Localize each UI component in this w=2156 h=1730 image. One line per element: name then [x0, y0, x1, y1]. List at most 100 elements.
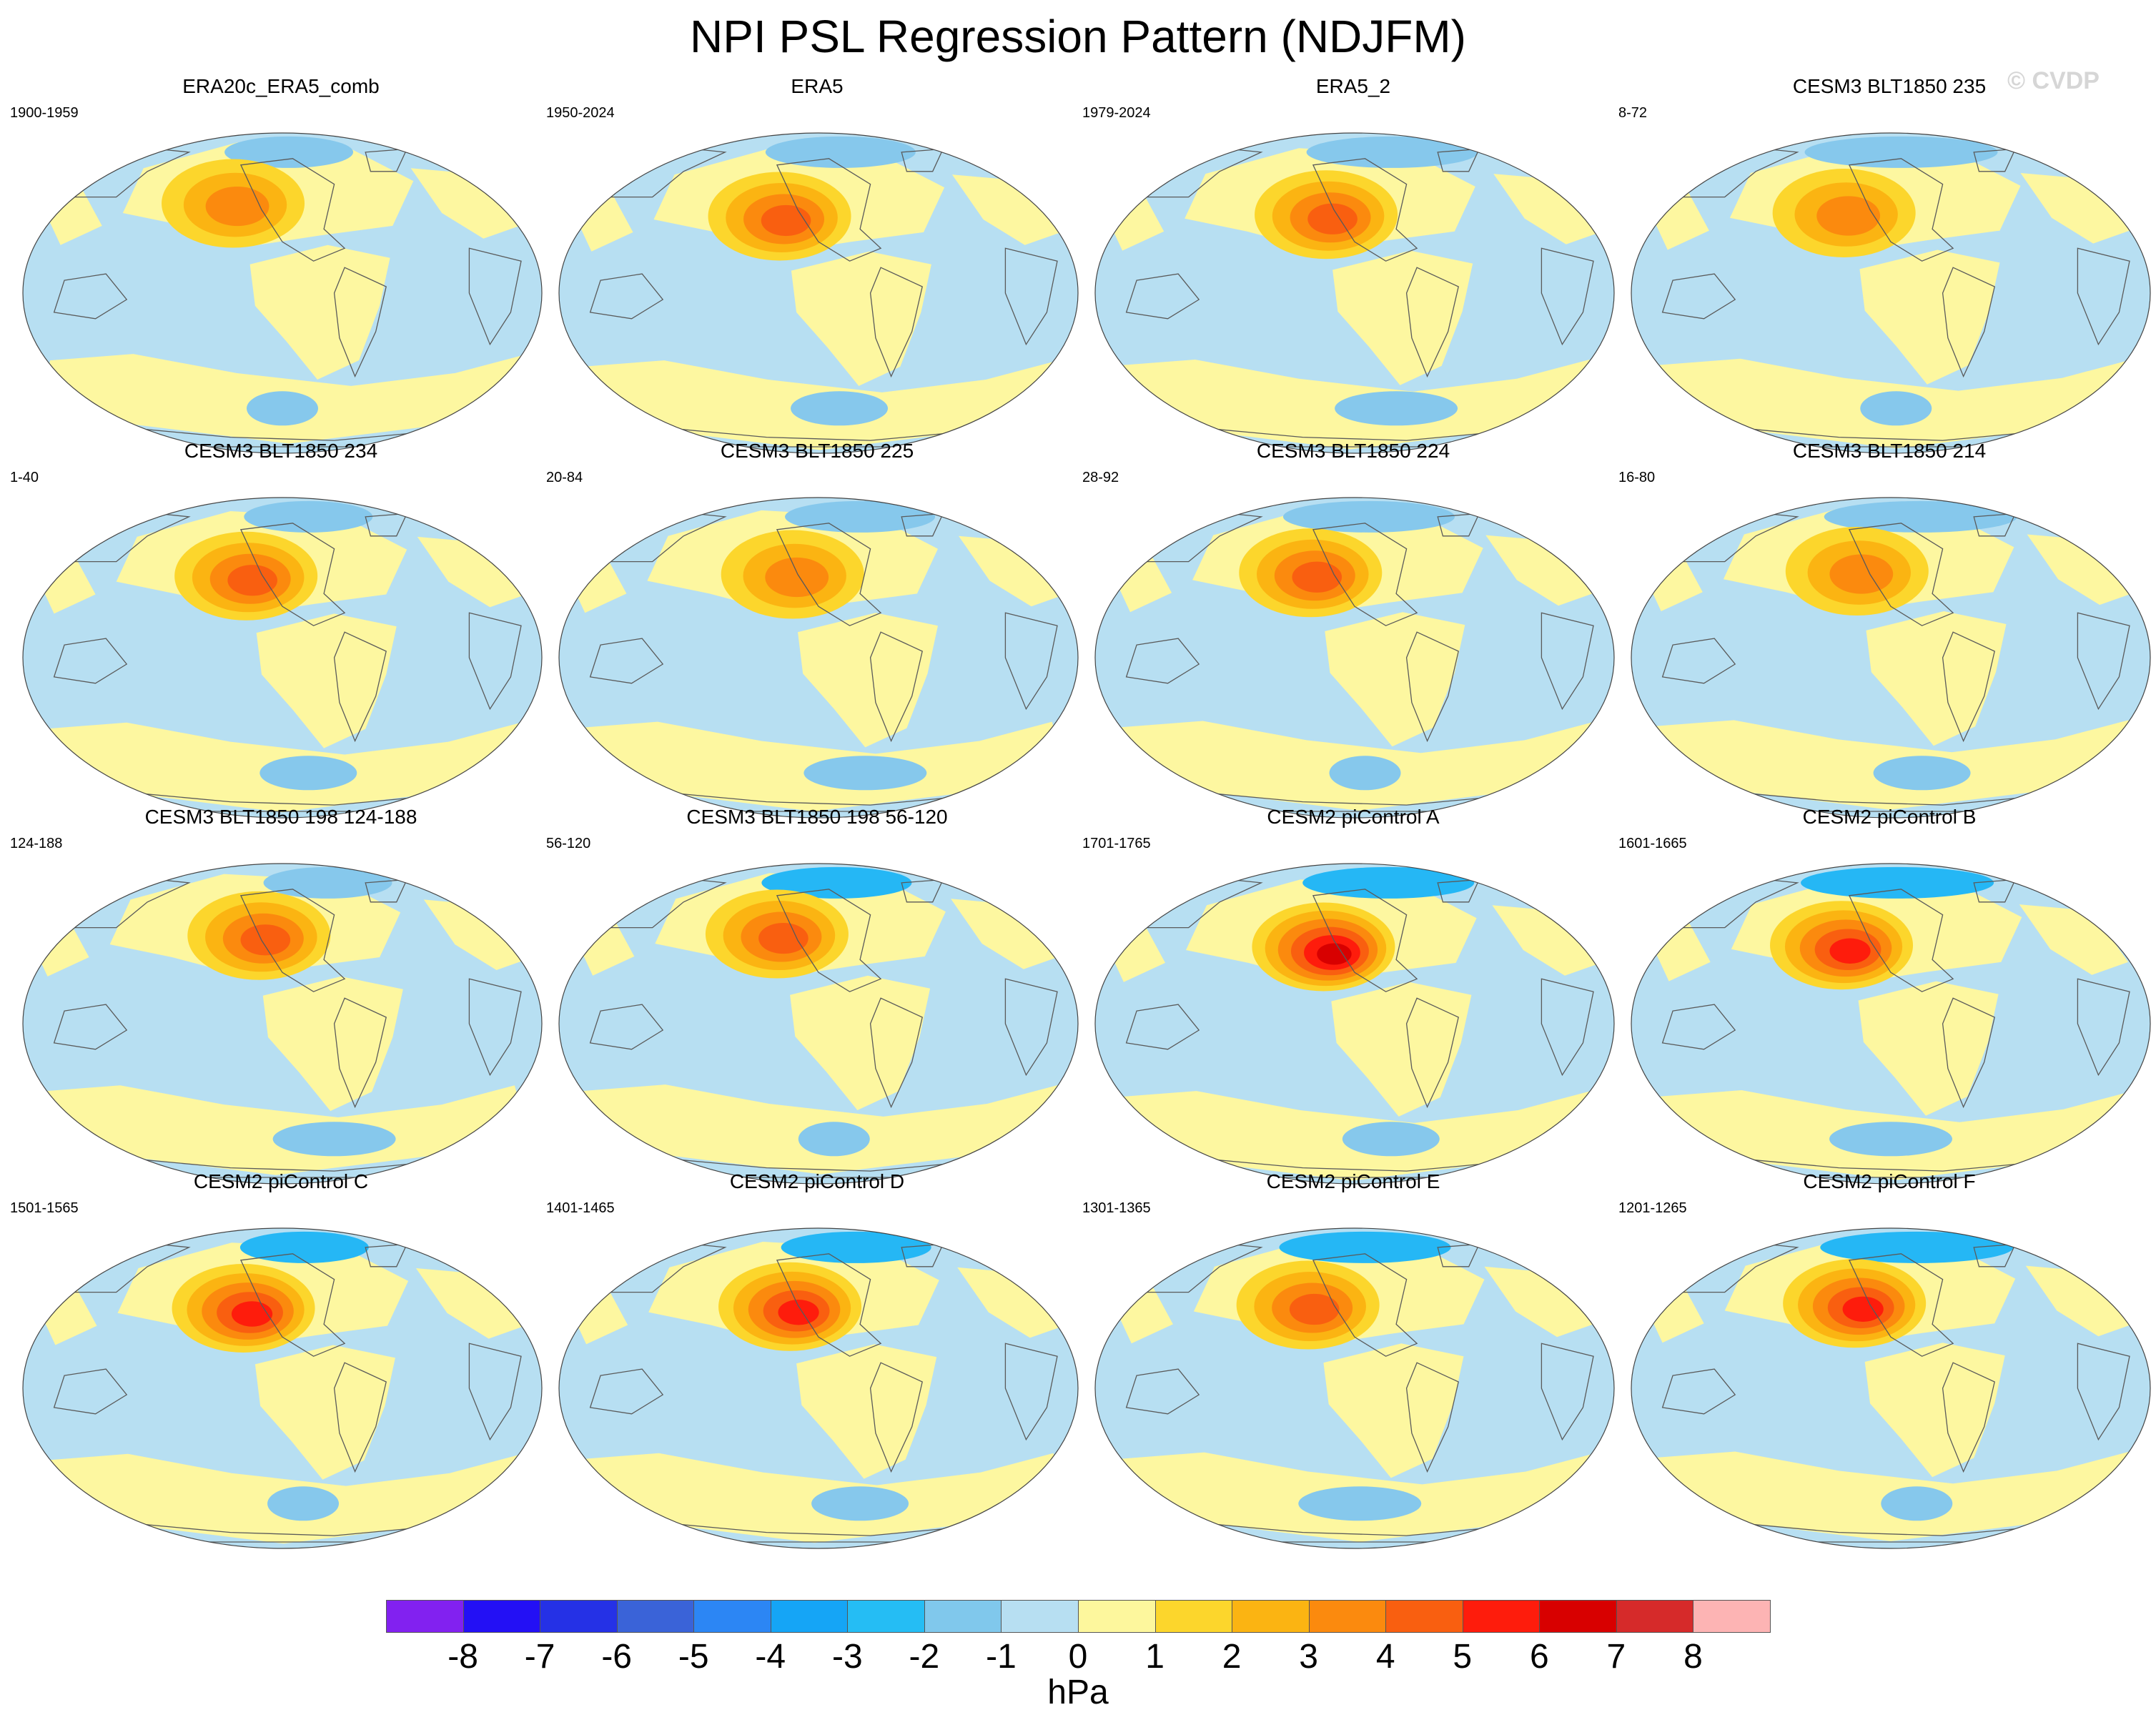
- negative-anomaly-region: [1279, 1231, 1451, 1263]
- positive-anomaly-contour: [227, 565, 277, 596]
- negative-anomaly-region: [1329, 756, 1401, 791]
- positive-anomaly-region: [791, 251, 931, 386]
- negative-anomaly-region: [1804, 136, 1998, 168]
- panel-title: CESM3 BLT1850 225: [720, 440, 914, 462]
- colorbar-box: [693, 1600, 771, 1633]
- positive-anomaly-region: [254, 1345, 395, 1480]
- panel-title: CESM2 piControl C: [193, 1170, 369, 1192]
- negative-anomaly-region: [1873, 756, 1971, 791]
- map-panel: ERA5 1950-2024: [546, 75, 1085, 468]
- positive-anomaly-region: [1331, 982, 1472, 1117]
- panel-years: 124-188: [10, 836, 63, 851]
- coastline: [901, 1243, 944, 1267]
- map-panel: CESM3 BLT1850 224 28-92: [1082, 440, 1621, 832]
- negative-anomaly-region: [272, 1122, 396, 1157]
- colorbar-tick-label: -3: [831, 1638, 863, 1676]
- coastline: [589, 1368, 664, 1415]
- positive-anomaly-region: [1858, 981, 1999, 1116]
- positive-anomaly-contour: [761, 204, 811, 237]
- coastline: [1661, 1004, 1736, 1050]
- coastline: [1942, 997, 1995, 1109]
- colorbar-tick-label: -1: [986, 1638, 1017, 1676]
- negative-anomaly-region: [1801, 866, 1994, 899]
- coastline: [53, 1004, 128, 1050]
- panel-title: CESM2 piControl E: [1266, 1170, 1440, 1192]
- panel-title: ERA5: [791, 75, 844, 97]
- map-border: [1094, 863, 1615, 1185]
- positive-anomaly-region: [256, 613, 397, 748]
- coastline: [901, 513, 944, 537]
- coastline: [2077, 247, 2130, 346]
- coastline: [239, 158, 346, 262]
- negative-anomaly-region: [267, 1486, 340, 1521]
- positive-anomaly-region: [410, 168, 520, 239]
- map-panel: CESM3 BLT1850 234 1-40: [10, 440, 549, 832]
- negative-anomaly-region: [224, 136, 354, 168]
- panel-title: CESM3 BLT1850 224: [1256, 440, 1450, 462]
- coastline: [1405, 267, 1459, 378]
- negative-anomaly-region: [785, 500, 936, 533]
- coastline: [2077, 1343, 2130, 1441]
- panel-years: 1201-1265: [1618, 1200, 1687, 1216]
- map-border: [1631, 497, 2151, 819]
- coastline: [333, 267, 387, 378]
- colorbar-box: [1001, 1600, 1079, 1633]
- negative-anomaly-region: [803, 756, 927, 791]
- map-plot: [1631, 863, 2151, 1185]
- colorbar-tick-label: -6: [601, 1638, 632, 1676]
- negative-anomaly-region: [1824, 500, 2017, 533]
- positive-anomaly-region: [790, 975, 931, 1110]
- positive-anomaly-contour: [758, 922, 808, 954]
- positive-anomaly-region: [2025, 1265, 2135, 1337]
- positive-anomaly-contour: [1829, 554, 1894, 594]
- negative-anomaly-region: [239, 1231, 369, 1263]
- coastline: [1942, 1362, 1995, 1473]
- map-plot: [22, 132, 543, 454]
- coastline: [1437, 1243, 1480, 1267]
- positive-anomaly-region: [2027, 534, 2136, 606]
- coastline: [1848, 523, 1954, 626]
- positive-anomaly-region: [1484, 1266, 1593, 1338]
- negative-anomaly-region: [1820, 1231, 2014, 1263]
- colorbar-tick-label: 3: [1299, 1638, 1318, 1676]
- coastline: [1942, 267, 1995, 378]
- positive-anomaly-contour: [1289, 1293, 1340, 1325]
- negative-anomaly-region: [259, 756, 357, 791]
- panel-years: 8-72: [1618, 105, 1648, 121]
- coastline: [1848, 889, 1954, 992]
- negative-anomaly-region: [781, 1231, 931, 1263]
- coastline: [776, 1253, 882, 1357]
- coastline: [1661, 1368, 1736, 1415]
- negative-anomaly-region: [247, 391, 318, 426]
- map-border: [1631, 132, 2151, 454]
- map-panel: CESM2 piControl E 1301-1365: [1082, 1170, 1621, 1563]
- map-panel: CESM2 piControl A 1701-1765: [1082, 806, 1621, 1198]
- panel-title: ERA20c_ERA5_comb: [182, 75, 380, 97]
- panel-years: 1900-1959: [10, 105, 79, 121]
- map-panel: CESM3 BLT1850 214 16-80: [1618, 440, 2156, 832]
- negative-anomaly-region: [811, 1486, 909, 1521]
- map-plot: [1094, 497, 1615, 819]
- panel-years: 1601-1665: [1618, 836, 1687, 851]
- coastline: [1541, 1343, 1594, 1441]
- positive-anomaly-contour: [1829, 938, 1871, 964]
- coastline: [1973, 148, 2017, 172]
- map-border: [558, 497, 1079, 819]
- coastline: [468, 1343, 522, 1441]
- coastline: [1312, 1253, 1418, 1357]
- positive-anomaly-region: [1866, 611, 2007, 746]
- coastline: [53, 273, 128, 320]
- colorbar-tick-label: -4: [755, 1638, 786, 1676]
- panel-years: 1301-1365: [1082, 1200, 1151, 1216]
- positive-anomaly-contour: [1292, 561, 1342, 593]
- coastline: [869, 997, 923, 1109]
- negative-anomaly-region: [791, 391, 889, 426]
- positive-anomaly-region: [249, 244, 390, 380]
- negative-anomaly-region: [1282, 500, 1455, 533]
- coastline: [468, 247, 522, 346]
- colorbar-box: [1232, 1600, 1310, 1633]
- panel-title: CESM2 piControl F: [1803, 1170, 1976, 1192]
- map-panel: CESM3 BLT1850 235 8-72: [1618, 75, 2156, 468]
- positive-anomaly-contour: [205, 186, 270, 227]
- positive-anomaly-region: [951, 174, 1062, 245]
